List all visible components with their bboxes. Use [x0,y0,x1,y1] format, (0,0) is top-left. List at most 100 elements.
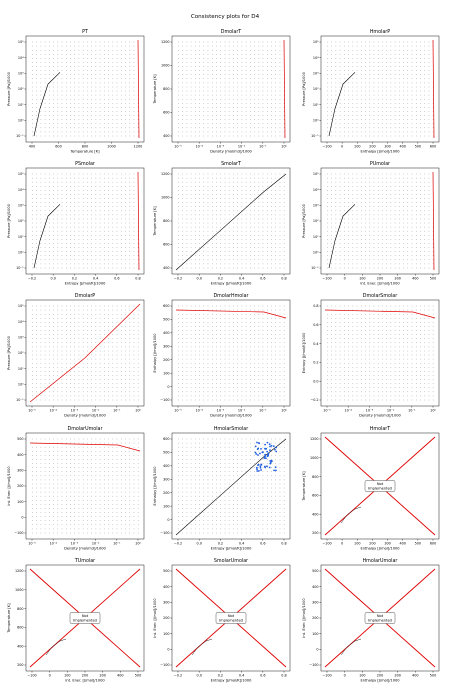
x-tick-label: −100 [27,674,36,678]
state-points [327,41,434,137]
y-tick-label: 0.6 [313,323,318,327]
y-axis-label: Enthalpy [J/mol]/1000 [153,466,157,506]
x-tick-label: 400 [399,542,405,546]
y-tick-label: 600 [163,304,169,308]
y-tick-label: 400 [163,266,169,270]
x-tick-label: −100 [322,674,331,678]
x-tick-label: 0.4 [239,542,244,546]
x-tick-label: 10⁻¹ [113,409,121,413]
sample-trace [45,638,67,656]
saturation-curve [33,72,61,137]
x-tick-label: 10⁻¹ [408,409,416,413]
highlight-point [256,468,258,470]
x-tick-label: 0.6 [114,277,119,281]
highlight-point [264,447,267,450]
x-tick-label: 0.4 [93,277,98,281]
figure-suptitle: Consistency plots for D4 [191,14,260,20]
y-tick-label: 0 [167,385,169,389]
x-tick-label: 400 [29,145,35,149]
not-implemented-label: Implemented [368,486,392,490]
chart-panel-dmolarp: DmolarP 10⁻⁵ 10⁻⁴ 10⁻³ 10⁻² 10⁻¹ 10⁰ 10⁵ 10⁴ 10³ 1… [7,293,145,418]
y-tick-label: 200 [163,358,169,362]
y-tick-label: 10² [313,87,319,91]
state-points [178,41,285,137]
x-tick-label: 10⁰ [281,409,287,413]
y-tick-label: 10² [18,351,24,355]
chart-title: DmolarT [221,29,242,35]
y-axis-label: Pressure [Pa]/1000 [302,71,306,106]
x-tick-label: −0.2 [174,277,182,281]
highlight-point [268,466,271,469]
y-tick-label: 400 [163,331,169,335]
y-tick-label: 300 [163,601,169,605]
highlight-point [270,444,273,447]
chart-title: SmolarUmolar [214,558,248,564]
x-tick-label: 400 [399,145,405,149]
y-axis-label: Int. Ener. [J/mol]/1000 [7,466,11,506]
y-tick-label: 800 [163,87,169,91]
highlight-point [264,453,266,456]
x-tick-label: 0.2 [72,277,77,281]
x-tick-label: 0 [344,277,346,281]
y-axis-label: Temperature [K] [153,74,157,105]
x-tick-label: 10⁻⁴ [195,409,203,413]
phase-boundary-line [283,39,286,139]
x-tick-label: 500 [135,674,141,678]
not-implemented-label: Implemented [219,618,243,622]
y-axis-label: Temperature [K] [7,603,11,634]
x-tick-label: 10⁻³ [217,409,225,413]
state-points [32,438,139,534]
x-tick-label: 10⁰ [135,409,141,413]
y-tick-label: 0.8 [313,304,318,308]
x-tick-label: 500 [415,542,421,546]
y-tick-label: 1200 [161,40,170,44]
y-tick-label: 100 [312,632,318,636]
y-tick-label: 800 [312,475,318,479]
highlight-point [258,470,260,472]
highlight-point [273,469,275,472]
not-implemented-label: Not [82,614,89,618]
saturation-curve [328,204,356,269]
plot-frame [320,167,440,275]
x-tick-label: 10⁻⁵ [28,542,36,546]
x-axis-label: Int. Ener. [J/mol]/1000 [360,282,400,286]
x-tick-label: 10⁻⁴ [49,409,57,413]
x-tick-label: −0.2 [174,674,182,678]
plot-frame [171,299,291,407]
x-tick-label: 10⁻³ [217,145,225,149]
y-tick-label: 10⁰ [313,119,319,123]
highlight-point [259,452,261,455]
y-tick-label: 200 [312,616,318,620]
highlight-point [275,469,277,472]
x-tick-label: 10⁻¹ [113,542,121,546]
chart-title: DmolarHmolar [213,293,248,299]
y-tick-label: 200 [17,663,23,667]
y-tick-label: −100 [309,663,318,667]
y-tick-label: 500 [163,318,169,322]
chart-title: SmolarT [221,161,241,167]
y-tick-label: 10³ [313,204,319,208]
x-tick-label: 500 [415,145,421,149]
x-tick-label: 10⁻² [238,409,246,413]
y-tick-label: 200 [312,531,318,535]
highlight-point [272,445,275,448]
y-tick-label: 10¹ [18,103,24,107]
x-tick-label: 10⁰ [430,409,436,413]
y-axis-label: Temperature [K] [153,206,157,237]
y-tick-label: 10⁰ [313,251,319,255]
x-tick-label: 400 [412,674,418,678]
highlight-point [255,453,258,455]
x-axis-label: Entropy [J/mol/K]/1000 [65,282,107,286]
y-tick-label: 10⁵ [313,172,319,176]
y-tick-label: 400 [312,512,318,516]
x-tick-label: 10⁻⁵ [323,409,331,413]
state-points [32,173,139,269]
y-axis-label: Pressure [Pa]/1000 [7,203,11,238]
plot-frame [25,167,145,275]
highlight-point [269,449,271,452]
y-tick-label: 200 [163,491,169,495]
x-tick-label: 200 [377,674,383,678]
chart-title: TUmolar [74,558,95,564]
y-tick-label: 300 [163,344,169,348]
